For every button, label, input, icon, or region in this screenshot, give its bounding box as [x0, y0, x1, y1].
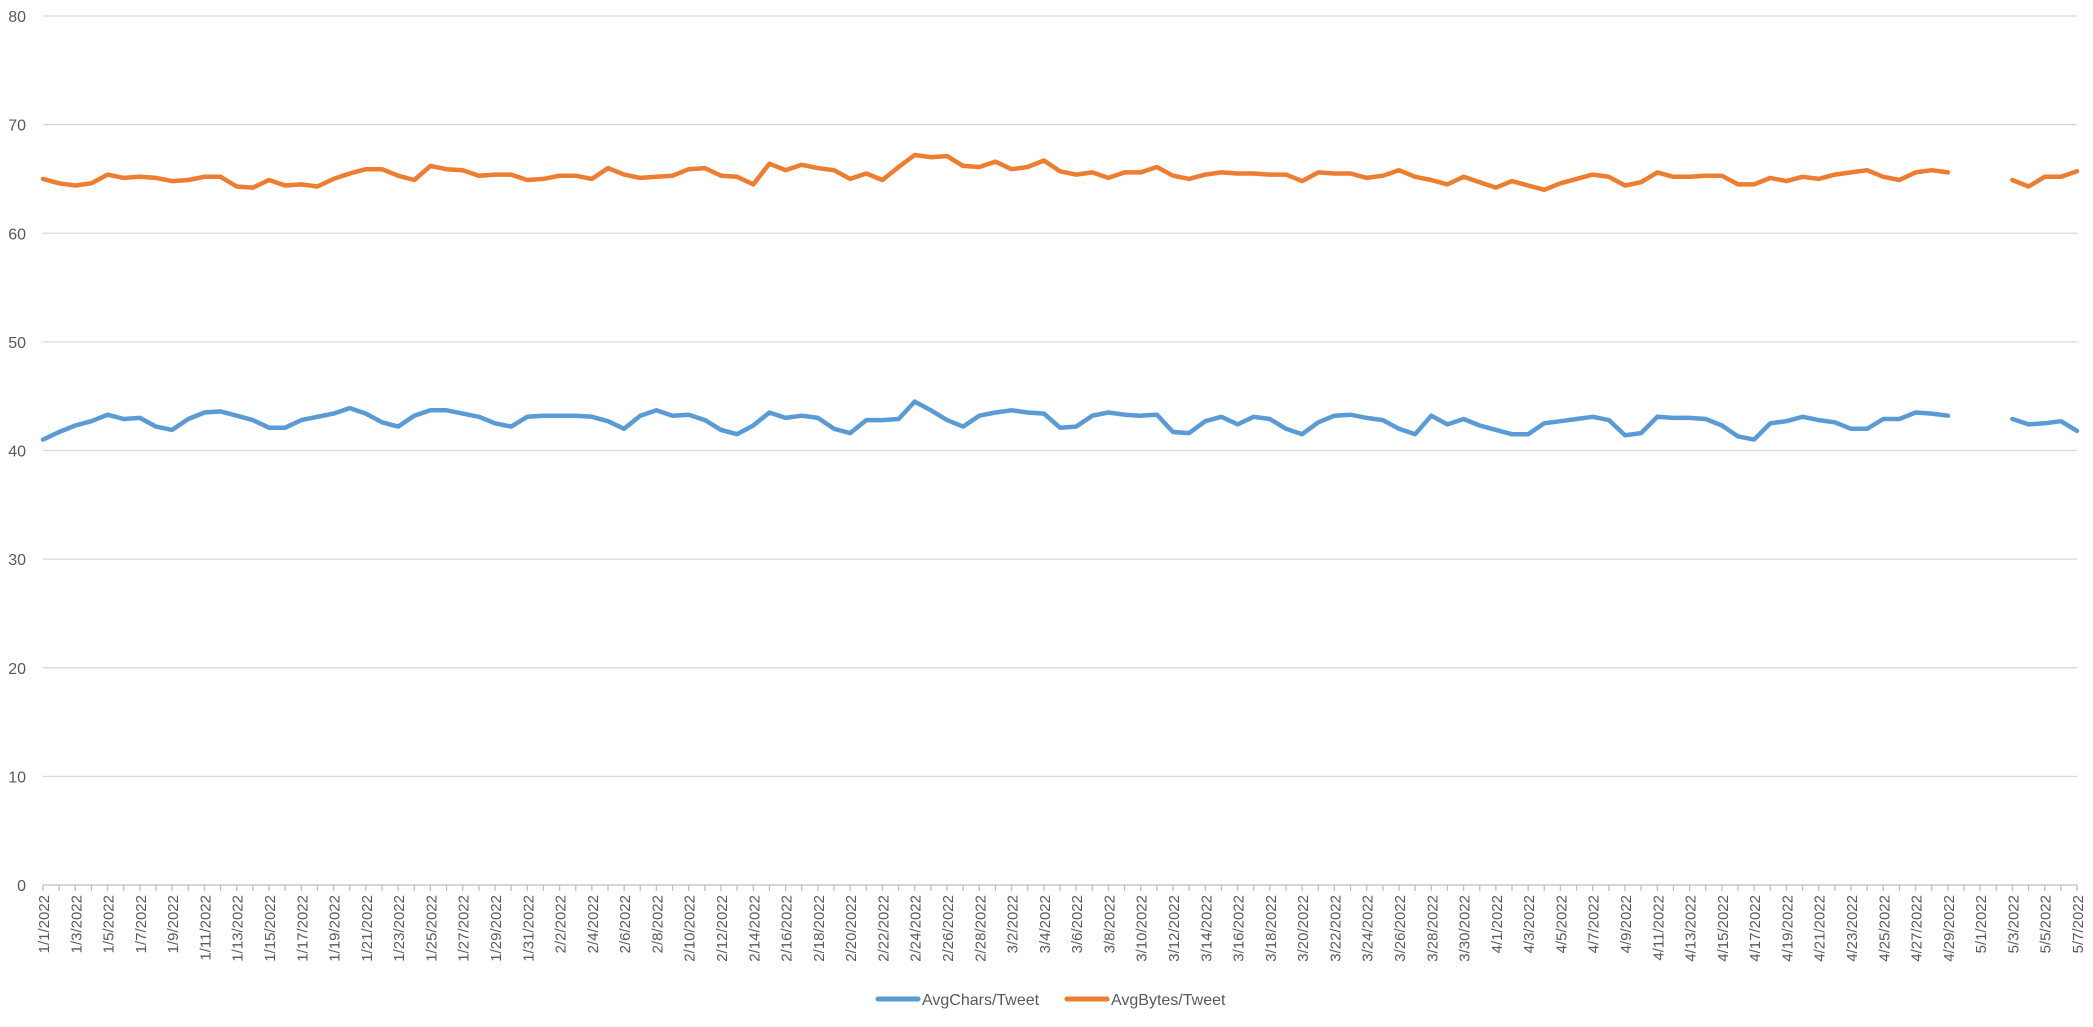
- x-tick-label: 4/27/2022: [1909, 895, 1926, 962]
- x-tick-label: 2/14/2022: [746, 895, 763, 962]
- x-tick-label: 5/3/2022: [2005, 895, 2022, 953]
- x-tick-label: 4/5/2022: [1553, 895, 1570, 953]
- x-tick-label: 5/5/2022: [2038, 895, 2055, 953]
- x-tick-label: 4/21/2022: [1812, 895, 1829, 962]
- legend-label-avgbytes: AvgBytes/Tweet: [1111, 992, 1226, 1009]
- x-tick-label: 2/6/2022: [617, 895, 634, 953]
- legend: AvgChars/Tweet AvgBytes/Tweet: [875, 992, 1226, 1009]
- x-tick-label: 2/28/2022: [972, 895, 989, 962]
- x-tick-label: 1/29/2022: [488, 895, 505, 962]
- y-tick-label: 60: [8, 226, 26, 243]
- x-tick-label: 1/7/2022: [133, 895, 150, 953]
- x-tick-label: 1/5/2022: [101, 895, 118, 953]
- x-tick-label: 1/25/2022: [423, 895, 440, 962]
- x-tick-label: 4/13/2022: [1683, 895, 1700, 962]
- y-tick-label: 30: [8, 552, 26, 569]
- data-series: [40, 152, 2080, 442]
- x-tick-label: 2/4/2022: [585, 895, 602, 953]
- x-tick-label: 2/26/2022: [940, 895, 957, 962]
- x-tick-label: 4/1/2022: [1489, 895, 1506, 953]
- x-tick-label: 4/29/2022: [1941, 895, 1958, 962]
- x-tick-label: 4/25/2022: [1876, 895, 1893, 962]
- x-tick-label: 1/1/2022: [36, 895, 53, 953]
- x-tick-label: 1/13/2022: [230, 895, 247, 962]
- x-tick-label: 3/10/2022: [1134, 895, 1151, 962]
- x-tick-label: 4/17/2022: [1747, 895, 1764, 962]
- x-tick-label: 5/1/2022: [1973, 895, 1990, 953]
- x-axis-tick-labels: 1/1/2022 1/3/2022 1/5/2022 1/7/2022 1/9/2022…: [36, 885, 2087, 962]
- x-tick-label: 4/11/2022: [1650, 895, 1667, 961]
- series-line: [2010, 416, 2080, 434]
- x-tick-label: 1/31/2022: [520, 895, 537, 962]
- x-tick-label: 2/16/2022: [779, 895, 796, 962]
- x-tick-label: 3/22/2022: [1327, 895, 1344, 962]
- x-tick-label: 3/18/2022: [1263, 895, 1280, 962]
- x-tick-label: 1/21/2022: [359, 895, 376, 962]
- x-tick-label: 3/16/2022: [1231, 895, 1248, 962]
- x-tick-label: 1/9/2022: [165, 895, 182, 953]
- x-tick-label: 5/7/2022: [2070, 895, 2087, 953]
- x-tick-label: 3/30/2022: [1457, 895, 1474, 962]
- y-tick-label: 20: [8, 661, 26, 678]
- x-tick-label: 2/22/2022: [875, 895, 892, 962]
- x-tick-label: 1/17/2022: [294, 895, 311, 962]
- y-tick-label: 0: [17, 878, 26, 895]
- legend-item-series-0[interactable]: AvgChars/Tweet: [875, 992, 1040, 1009]
- y-tick-label: 80: [8, 9, 26, 26]
- x-tick-label: 1/11/2022: [197, 895, 214, 961]
- legend-item-series-1[interactable]: AvgBytes/Tweet: [1064, 992, 1226, 1009]
- x-tick-label: 2/10/2022: [682, 895, 699, 962]
- x-tick-label: 2/8/2022: [649, 895, 666, 953]
- x-tick-label: 2/18/2022: [811, 895, 828, 962]
- series-line: [40, 152, 1951, 193]
- x-tick-label: 2/24/2022: [908, 895, 925, 962]
- series-line: [2010, 169, 2080, 189]
- series-1: [40, 152, 2080, 193]
- legend-label-avgchars: AvgChars/Tweet: [922, 992, 1040, 1009]
- x-tick-label: 1/15/2022: [262, 895, 279, 962]
- x-tick-label: 2/20/2022: [843, 895, 860, 962]
- x-tick-label: 3/8/2022: [1101, 895, 1118, 953]
- x-tick-label: 1/19/2022: [327, 895, 344, 962]
- x-tick-label: 3/26/2022: [1392, 895, 1409, 962]
- series-line: [40, 399, 1951, 442]
- x-tick-label: 2/12/2022: [714, 895, 731, 962]
- x-tick-label: 4/19/2022: [1779, 895, 1796, 962]
- x-tick-label: 3/12/2022: [1166, 895, 1183, 962]
- x-tick-label: 4/15/2022: [1715, 895, 1732, 962]
- x-tick-label: 1/27/2022: [456, 895, 473, 962]
- y-tick-label: 10: [8, 769, 26, 786]
- x-tick-label: 3/20/2022: [1295, 895, 1312, 962]
- gridlines: [43, 15, 2077, 778]
- y-tick-label: 70: [8, 118, 26, 135]
- x-tick-label: 3/24/2022: [1360, 895, 1377, 962]
- x-tick-label: 1/3/2022: [68, 895, 85, 953]
- x-tick-label: 4/9/2022: [1618, 895, 1635, 953]
- x-tick-label: 1/23/2022: [391, 895, 408, 962]
- x-tick-label: 2/2/2022: [553, 895, 570, 953]
- x-tick-label: 3/6/2022: [1069, 895, 1086, 953]
- y-tick-label: 40: [8, 444, 26, 461]
- series-0: [40, 399, 2080, 442]
- x-tick-label: 3/28/2022: [1424, 895, 1441, 962]
- y-tick-label: 50: [8, 335, 26, 352]
- x-tick-label: 4/3/2022: [1521, 895, 1538, 953]
- y-axis-tick-labels: 0 10 20 30 40 50 60 70 80: [8, 9, 26, 895]
- x-tick-label: 3/14/2022: [1198, 895, 1215, 962]
- x-tick-label: 4/7/2022: [1586, 895, 1603, 953]
- x-tick-label: 3/4/2022: [1037, 895, 1054, 953]
- x-tick-label: 4/23/2022: [1844, 895, 1861, 962]
- x-tick-label: 3/2/2022: [1005, 895, 1022, 953]
